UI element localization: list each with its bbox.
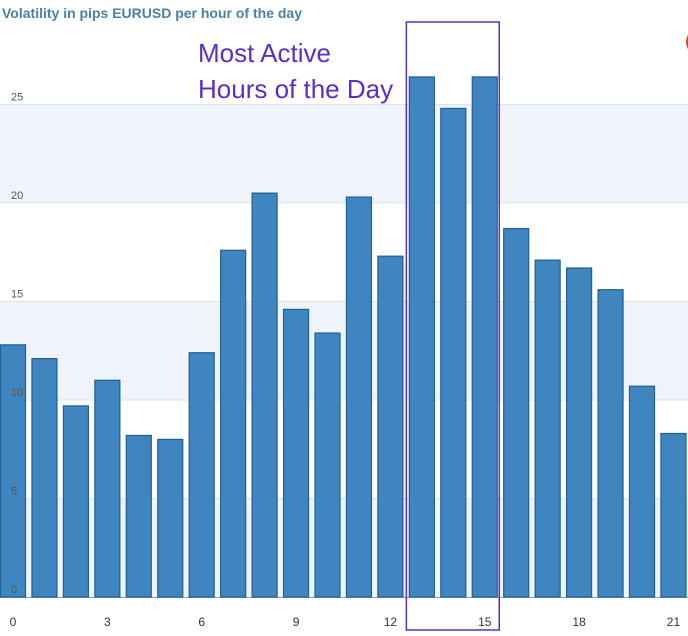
bar — [188, 352, 215, 598]
y-tick-label: 15 — [11, 289, 23, 301]
bar — [503, 228, 530, 598]
bar — [282, 308, 310, 598]
annotation-line-1: Most Active — [198, 38, 331, 68]
y-tick-label: 10 — [11, 387, 23, 399]
bar — [345, 196, 373, 598]
x-tick-label: 3 — [104, 615, 111, 629]
bar — [31, 358, 58, 598]
bar — [220, 249, 247, 598]
bar — [94, 379, 121, 598]
x-tick-label: 12 — [384, 615, 398, 629]
annotation-line-2: Hours of the Day — [198, 74, 393, 104]
bar — [628, 385, 656, 598]
bar — [0, 344, 27, 598]
bars — [0, 76, 687, 598]
bar — [251, 192, 278, 598]
bar — [471, 76, 498, 598]
grid-band — [0, 104, 688, 203]
x-axis-ticks: 0 3 6 9 12 15 18 21 — [10, 615, 681, 629]
x-tick-label: 15 — [478, 615, 492, 629]
y-tick-label: 5 — [11, 486, 17, 498]
x-tick-label: 6 — [198, 615, 205, 629]
bar — [534, 259, 561, 598]
x-tick-label: 0 — [10, 615, 17, 629]
highlight-box — [405, 21, 501, 631]
bar — [408, 76, 435, 598]
y-tick-label: 20 — [11, 190, 23, 202]
y-axis-ticks: 0 5 10 15 20 25 — [11, 92, 23, 597]
bar — [565, 267, 593, 598]
x-tick-label: 18 — [572, 615, 586, 629]
bar — [597, 289, 624, 598]
bar — [157, 438, 184, 598]
bar — [62, 405, 90, 598]
y-tick-label: 25 — [11, 92, 23, 104]
bar — [125, 434, 152, 598]
bar — [377, 255, 404, 598]
bar — [660, 432, 687, 598]
bar — [440, 107, 467, 598]
bar — [314, 332, 341, 598]
chart-title: Volatility in pips EURUSD per hour of th… — [2, 5, 302, 21]
y-tick-label: 0 — [11, 584, 17, 596]
x-tick-label: 21 — [667, 615, 681, 629]
x-tick-label: 9 — [293, 615, 300, 629]
